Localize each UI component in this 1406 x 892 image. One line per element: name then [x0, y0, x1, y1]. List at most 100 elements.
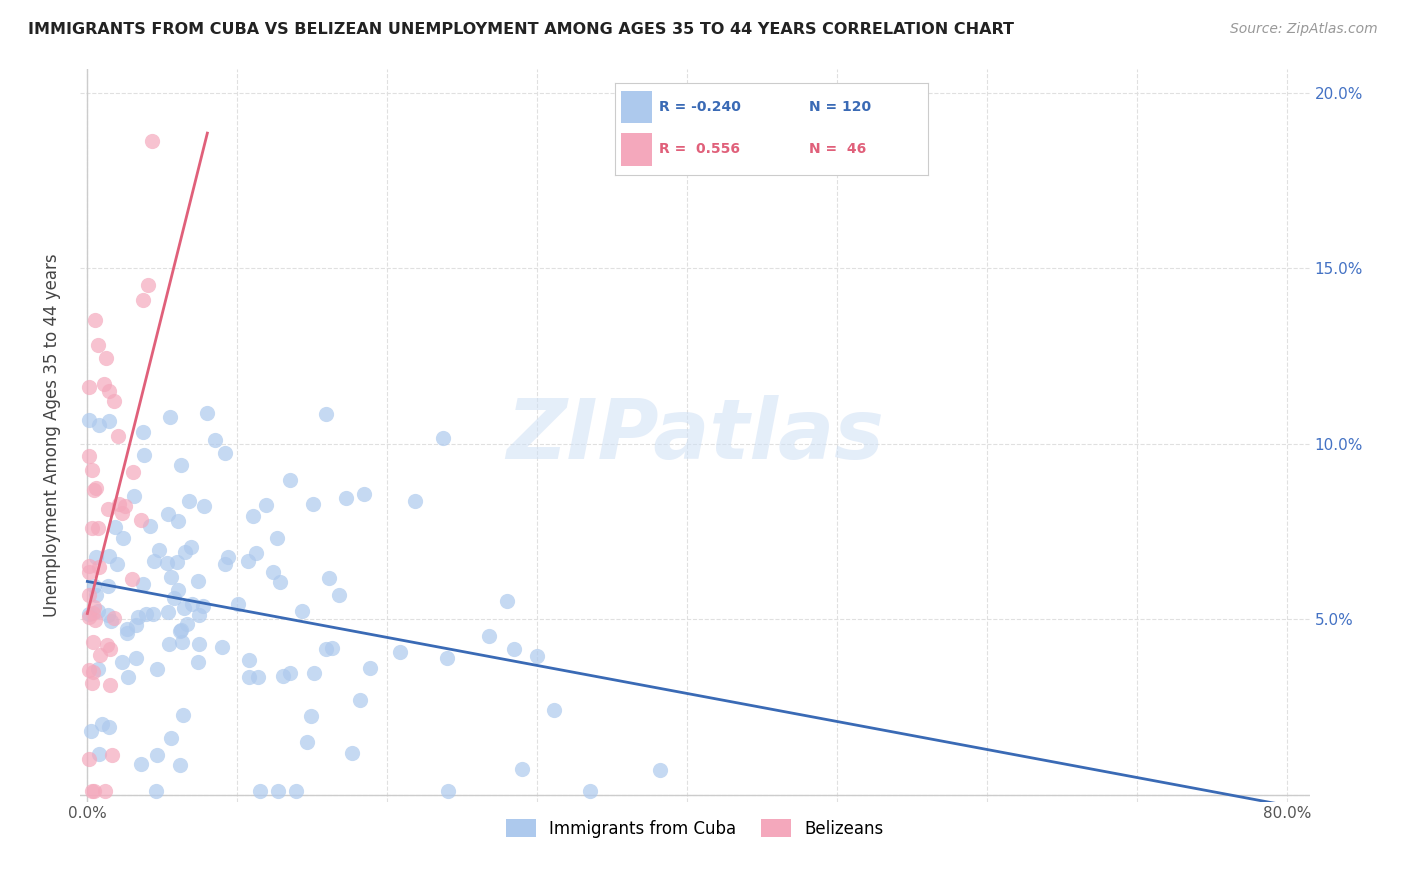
- Point: [579, 784, 602, 798]
- Point: [145, 662, 167, 676]
- Point: [217, 550, 239, 565]
- Point: [97, 501, 120, 516]
- Point: [302, 497, 325, 511]
- Point: [169, 758, 191, 772]
- Point: [77, 609, 100, 624]
- Point: [132, 293, 155, 308]
- Point: [77, 449, 100, 463]
- Point: [262, 565, 284, 579]
- Point: [97, 608, 120, 623]
- Point: [359, 660, 381, 674]
- Point: [111, 506, 134, 520]
- Point: [318, 571, 340, 585]
- Point: [121, 572, 143, 586]
- Point: [349, 693, 371, 707]
- Point: [157, 637, 180, 651]
- Point: [353, 487, 375, 501]
- Point: [98, 641, 121, 656]
- Point: [238, 653, 260, 667]
- Point: [169, 624, 191, 638]
- Point: [98, 549, 121, 564]
- Point: [172, 708, 194, 723]
- Point: [145, 784, 167, 798]
- Point: [166, 514, 188, 528]
- Point: [195, 406, 218, 420]
- Point: [77, 380, 100, 394]
- Point: [214, 446, 236, 460]
- Point: [107, 497, 129, 511]
- Point: [94, 351, 117, 366]
- Point: [512, 762, 534, 776]
- Point: [83, 784, 105, 798]
- Point: [404, 494, 426, 508]
- Point: [115, 625, 138, 640]
- Point: [321, 640, 343, 655]
- Point: [77, 413, 100, 427]
- Point: [89, 560, 111, 574]
- Point: [269, 575, 291, 590]
- Point: [97, 414, 120, 428]
- Point: [187, 655, 209, 669]
- Point: [169, 458, 191, 472]
- Point: [136, 278, 159, 293]
- Point: [170, 635, 193, 649]
- Point: [89, 648, 111, 662]
- Point: [82, 635, 104, 649]
- Point: [267, 784, 290, 798]
- Point: [432, 431, 454, 445]
- Point: [107, 428, 129, 442]
- Point: [236, 554, 259, 568]
- Point: [115, 622, 138, 636]
- Point: [193, 499, 215, 513]
- Point: [84, 313, 107, 327]
- Point: [122, 489, 145, 503]
- Point: [284, 784, 307, 798]
- Point: [156, 556, 179, 570]
- Point: [105, 557, 128, 571]
- Point: [543, 703, 565, 717]
- Point: [242, 508, 264, 523]
- Point: [254, 498, 277, 512]
- Point: [77, 588, 100, 602]
- Text: ZIPatlas: ZIPatlas: [506, 394, 884, 475]
- Point: [103, 393, 125, 408]
- Point: [87, 338, 110, 352]
- Point: [82, 676, 104, 690]
- Point: [125, 617, 148, 632]
- Point: [94, 784, 117, 798]
- Text: IMMIGRANTS FROM CUBA VS BELIZEAN UNEMPLOYMENT AMONG AGES 35 TO 44 YEARS CORRELAT: IMMIGRANTS FROM CUBA VS BELIZEAN UNEMPLO…: [28, 22, 1014, 37]
- Point: [121, 465, 143, 479]
- Point: [101, 748, 124, 763]
- Point: [176, 616, 198, 631]
- Point: [84, 549, 107, 564]
- Point: [114, 499, 136, 513]
- Point: [291, 603, 314, 617]
- Point: [82, 665, 104, 679]
- Point: [156, 605, 179, 619]
- Point: [132, 448, 155, 462]
- Point: [142, 554, 165, 568]
- Point: [271, 669, 294, 683]
- Point: [90, 717, 112, 731]
- Point: [142, 607, 165, 621]
- Point: [163, 591, 186, 605]
- Point: [97, 720, 120, 734]
- Point: [249, 784, 271, 798]
- Point: [132, 425, 155, 440]
- Point: [503, 642, 526, 657]
- Point: [82, 784, 104, 798]
- Point: [77, 607, 100, 621]
- Point: [173, 544, 195, 558]
- Point: [87, 521, 110, 535]
- Point: [84, 613, 107, 627]
- Point: [82, 521, 104, 535]
- Text: Source: ZipAtlas.com: Source: ZipAtlas.com: [1230, 22, 1378, 37]
- Point: [159, 410, 181, 425]
- Point: [77, 663, 100, 677]
- Point: [148, 542, 170, 557]
- Point: [166, 582, 188, 597]
- Point: [299, 708, 322, 723]
- Point: [295, 734, 318, 748]
- Point: [139, 519, 162, 533]
- Point: [159, 570, 181, 584]
